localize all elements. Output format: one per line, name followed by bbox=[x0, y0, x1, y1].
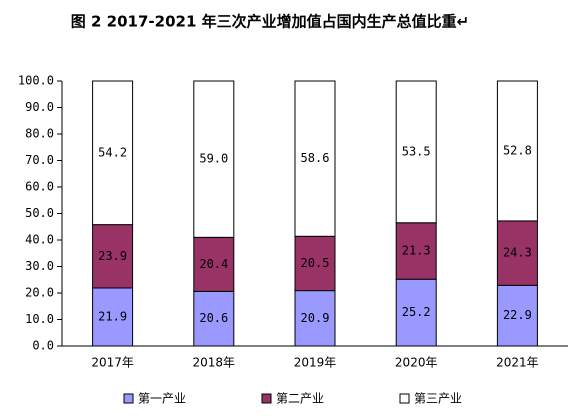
y-tick-label: 40.0 bbox=[25, 233, 54, 247]
y-tick-label: 80.0 bbox=[25, 127, 54, 141]
legend-label: 第三产业 bbox=[414, 392, 462, 406]
legend-label: 第一产业 bbox=[138, 392, 186, 406]
data-label: 22.9 bbox=[503, 308, 532, 322]
data-label: 21.3 bbox=[402, 243, 431, 257]
legend-swatch bbox=[123, 393, 134, 404]
x-tick-label: 2021年 bbox=[496, 356, 539, 370]
data-label: 20.9 bbox=[301, 311, 330, 325]
y-tick-label: 10.0 bbox=[25, 312, 54, 326]
data-label: 52.8 bbox=[503, 143, 532, 157]
legend-swatch bbox=[399, 393, 410, 404]
y-tick-label: 90.0 bbox=[25, 100, 54, 114]
y-tick-label: 0.0 bbox=[32, 339, 54, 353]
data-label: 54.2 bbox=[98, 145, 127, 159]
bar-segment bbox=[395, 278, 437, 347]
data-label: 24.3 bbox=[503, 246, 532, 260]
legend-label: 第二产业 bbox=[276, 392, 324, 406]
legend-swatch bbox=[261, 393, 272, 404]
y-tick-label: 70.0 bbox=[25, 153, 54, 167]
bar-segment bbox=[193, 80, 235, 238]
y-tick-label: 60.0 bbox=[25, 180, 54, 194]
bar-segment bbox=[92, 224, 134, 289]
data-label: 58.6 bbox=[301, 151, 330, 165]
data-label: 21.9 bbox=[98, 309, 127, 323]
bar-segment bbox=[496, 220, 538, 286]
y-tick-label: 100.0 bbox=[18, 74, 54, 88]
data-label: 20.4 bbox=[199, 257, 228, 271]
x-tick-label: 2020年 bbox=[395, 356, 438, 370]
chart-title: 图 2 2017-2021 年三次产业增加值占国内生产总值比重↵ bbox=[71, 13, 469, 31]
data-label: 20.6 bbox=[199, 311, 228, 325]
bar-segment bbox=[294, 80, 336, 237]
bar-segment bbox=[496, 80, 538, 222]
bar-segment bbox=[294, 290, 336, 347]
y-tick-label: 30.0 bbox=[25, 259, 54, 273]
data-label: 25.2 bbox=[402, 305, 431, 319]
bar-segment bbox=[193, 236, 235, 292]
x-tick-label: 2019年 bbox=[294, 356, 337, 370]
x-tick-label: 2017年 bbox=[91, 356, 134, 370]
y-tick-label: 20.0 bbox=[25, 286, 54, 300]
x-tick-label: 2018年 bbox=[193, 356, 236, 370]
data-label: 23.9 bbox=[98, 249, 127, 263]
bar-segment bbox=[92, 80, 134, 226]
bar-segment bbox=[395, 80, 437, 224]
bar-segment bbox=[92, 287, 134, 347]
data-label: 20.5 bbox=[301, 256, 330, 270]
bar-segment bbox=[294, 235, 336, 292]
data-label: 53.5 bbox=[402, 144, 431, 158]
bar-segment bbox=[496, 284, 538, 347]
data-label: 59.0 bbox=[199, 152, 228, 166]
bar-segment bbox=[193, 290, 235, 347]
y-tick-label: 50.0 bbox=[25, 206, 54, 220]
